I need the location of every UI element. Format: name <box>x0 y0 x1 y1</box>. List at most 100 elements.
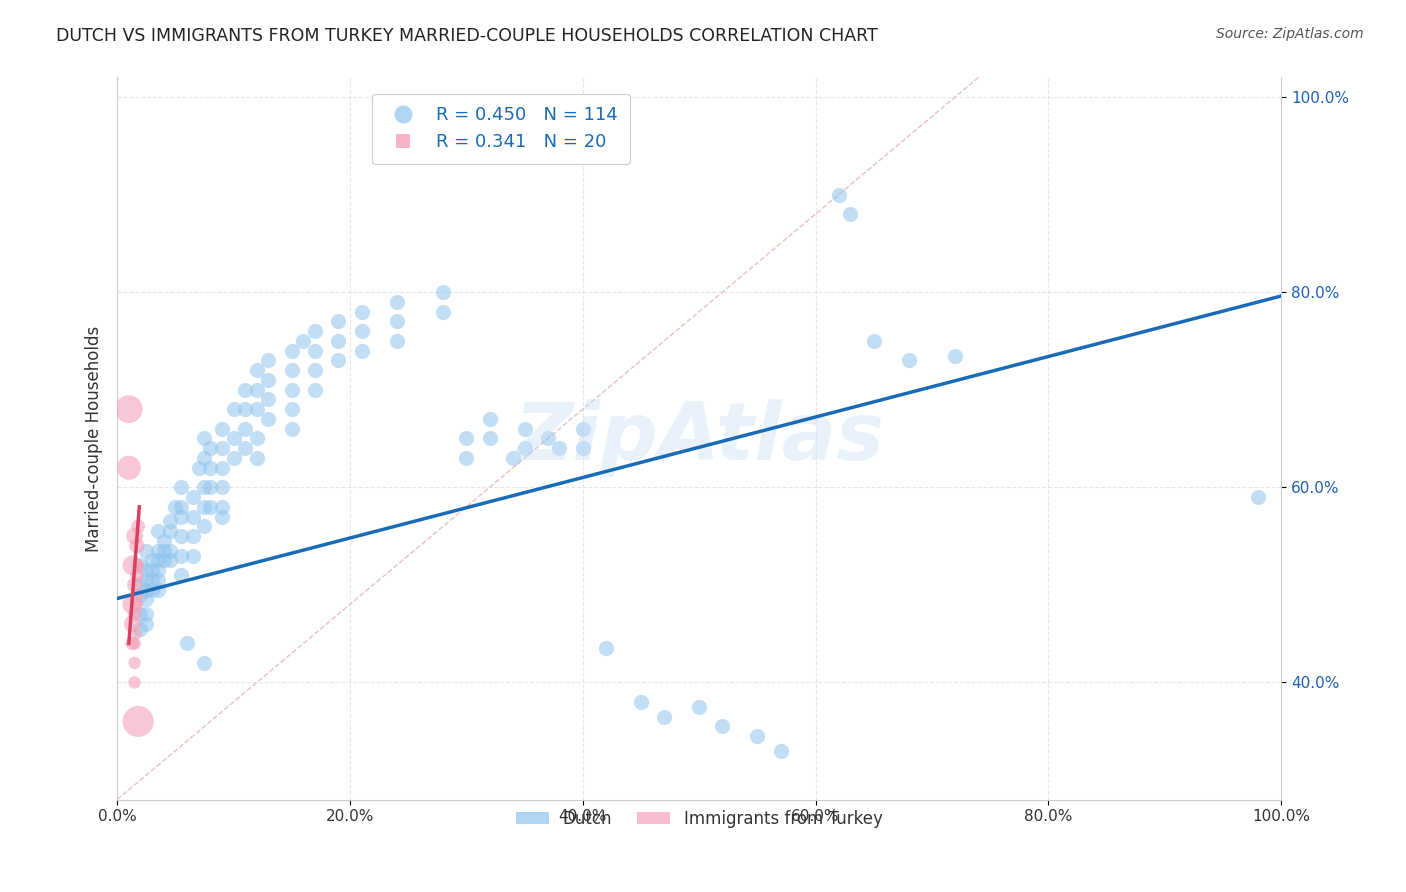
Point <box>281 402 304 417</box>
Point <box>152 533 174 548</box>
Point <box>385 314 408 328</box>
Point <box>193 500 215 514</box>
Point <box>211 442 233 456</box>
Point <box>129 607 152 621</box>
Text: DUTCH VS IMMIGRANTS FROM TURKEY MARRIED-COUPLE HOUSEHOLDS CORRELATION CHART: DUTCH VS IMMIGRANTS FROM TURKEY MARRIED-… <box>56 27 877 45</box>
Point <box>257 353 280 368</box>
Point <box>571 422 593 436</box>
Point <box>304 324 326 338</box>
Point <box>129 622 152 636</box>
Point <box>124 675 146 690</box>
Point <box>281 343 304 358</box>
Point <box>211 500 233 514</box>
Point <box>571 442 593 456</box>
Point <box>165 500 187 514</box>
Point <box>350 324 373 338</box>
Point <box>211 422 233 436</box>
Point <box>146 543 169 558</box>
Point <box>135 607 157 621</box>
Point <box>595 641 617 656</box>
Point <box>152 543 174 558</box>
Point <box>385 294 408 309</box>
Point <box>170 549 193 563</box>
Point <box>828 187 851 202</box>
Point <box>281 422 304 436</box>
Point <box>193 432 215 446</box>
Point <box>146 573 169 587</box>
Point <box>125 626 148 640</box>
Point <box>193 450 215 465</box>
Point <box>222 402 245 417</box>
Point <box>328 353 350 368</box>
Point <box>222 432 245 446</box>
Point <box>159 515 181 529</box>
Point <box>943 349 966 363</box>
Point <box>246 383 269 397</box>
Point <box>170 509 193 524</box>
Point <box>129 578 152 592</box>
Point <box>181 549 204 563</box>
Point <box>135 563 157 577</box>
Point <box>125 568 148 582</box>
Point <box>257 412 280 426</box>
Point <box>124 636 146 650</box>
Point <box>211 509 233 524</box>
Point <box>304 363 326 377</box>
Point <box>135 592 157 607</box>
Point <box>129 558 152 573</box>
Point <box>211 480 233 494</box>
Point <box>246 363 269 377</box>
Point <box>304 343 326 358</box>
Point <box>141 573 163 587</box>
Point <box>630 695 652 709</box>
Point <box>839 207 862 221</box>
Point <box>246 402 269 417</box>
Point <box>478 412 501 426</box>
Point <box>257 392 280 407</box>
Point <box>246 432 269 446</box>
Point <box>281 363 304 377</box>
Point <box>456 432 478 446</box>
Point <box>159 543 181 558</box>
Point <box>292 334 315 348</box>
Point <box>125 539 148 553</box>
Point <box>146 582 169 597</box>
Point <box>176 636 198 650</box>
Point <box>141 582 163 597</box>
Point <box>129 588 152 602</box>
Point <box>118 402 141 417</box>
Point <box>170 500 193 514</box>
Point <box>222 450 245 465</box>
Point <box>246 450 269 465</box>
Point <box>141 553 163 567</box>
Point <box>711 719 734 733</box>
Point <box>181 490 204 504</box>
Point <box>121 558 143 573</box>
Point <box>688 699 710 714</box>
Text: Source: ZipAtlas.com: Source: ZipAtlas.com <box>1216 27 1364 41</box>
Point <box>304 383 326 397</box>
Point <box>1247 490 1270 504</box>
Point <box>124 656 146 670</box>
Point <box>432 285 454 299</box>
Text: ZipAtlas: ZipAtlas <box>515 400 884 477</box>
Point <box>125 598 148 612</box>
Point <box>181 509 204 524</box>
Point <box>124 529 146 543</box>
Point <box>121 598 143 612</box>
Point <box>513 442 536 456</box>
Point <box>200 480 222 494</box>
Point <box>170 529 193 543</box>
Point <box>897 353 920 368</box>
Point <box>233 422 256 436</box>
Point <box>127 714 149 729</box>
Point <box>146 553 169 567</box>
Point <box>548 442 571 456</box>
Point <box>118 460 141 475</box>
Point <box>456 450 478 465</box>
Point <box>513 422 536 436</box>
Point <box>152 553 174 567</box>
Legend: Dutch, Immigrants from Turkey: Dutch, Immigrants from Turkey <box>509 803 889 835</box>
Point <box>233 383 256 397</box>
Point <box>146 524 169 538</box>
